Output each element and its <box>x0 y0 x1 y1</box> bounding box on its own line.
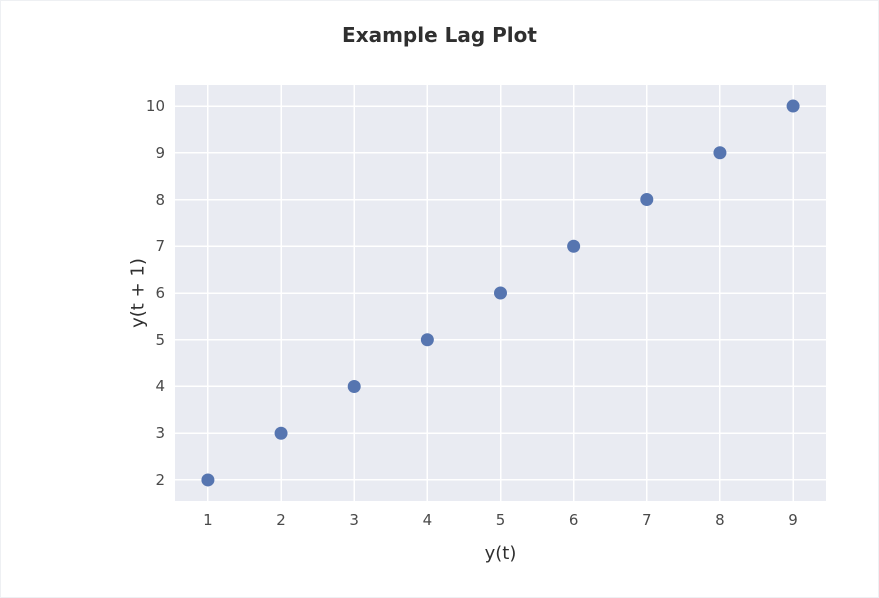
x-tick-label: 7 <box>642 511 652 529</box>
x-tick-label: 3 <box>349 511 359 529</box>
data-point <box>567 240 580 253</box>
data-point <box>640 193 653 206</box>
data-point <box>348 380 361 393</box>
data-point <box>275 427 288 440</box>
y-tick-label: 8 <box>155 191 165 209</box>
x-tick-label: 4 <box>423 511 433 529</box>
data-point <box>201 473 214 486</box>
x-tick-label: 8 <box>715 511 725 529</box>
x-tick-label: 9 <box>788 511 798 529</box>
x-axis-label: y(t) <box>485 543 517 564</box>
x-tick-label: 5 <box>496 511 506 529</box>
y-tick-label: 3 <box>155 424 165 442</box>
x-tick-label: 2 <box>276 511 286 529</box>
x-tick-label: 6 <box>569 511 579 529</box>
y-tick-label: 9 <box>155 144 165 162</box>
y-tick-label: 7 <box>155 237 165 255</box>
y-axis-label: y(t + 1) <box>127 258 148 328</box>
data-point <box>421 333 434 346</box>
y-tick-label: 4 <box>155 377 165 395</box>
plot-area <box>175 85 826 501</box>
plot-svg <box>175 85 826 501</box>
y-tick-label: 5 <box>155 331 165 349</box>
data-point <box>494 287 507 300</box>
y-tick-label: 2 <box>155 471 165 489</box>
y-tick-label: 10 <box>146 97 165 115</box>
data-point <box>787 100 800 113</box>
x-tick-label: 1 <box>203 511 213 529</box>
chart-container: Example Lag Plot y(t) y(t + 1) 2 3 4 5 6 7 8 9 1… <box>19 19 860 579</box>
data-point <box>713 146 726 159</box>
figure-frame: Example Lag Plot y(t) y(t + 1) 2 3 4 5 6 7 8 9 1… <box>0 0 879 598</box>
y-tick-label: 6 <box>155 284 165 302</box>
chart-title: Example Lag Plot <box>19 23 860 47</box>
